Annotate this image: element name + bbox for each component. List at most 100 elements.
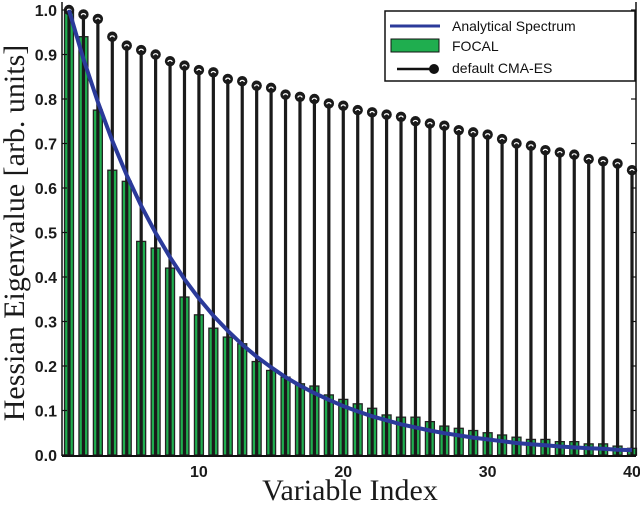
cma-es-marker-icon [554, 147, 566, 158]
marker-highlight [268, 86, 274, 89]
marker-highlight [585, 157, 592, 161]
legend-label-cma-es: default CMA-ES [452, 60, 552, 76]
x-ticks: 10 20 30 40 [190, 464, 640, 481]
cma-es-marker-icon [193, 64, 205, 76]
cma-es-marker-icon [569, 149, 580, 160]
cma-es-marker-icon [597, 156, 609, 167]
marker-highlight [600, 159, 606, 163]
y-tick-label: 0.0 [35, 448, 57, 465]
marker-highlight [80, 13, 87, 16]
marker-highlight [354, 108, 361, 112]
cma-es-marker-icon [338, 100, 349, 111]
marker-highlight [441, 124, 448, 127]
y-axis-title: Hessian Eigenvalue [arb. units] [0, 45, 31, 422]
marker-highlight [181, 64, 188, 67]
marker-highlight [383, 113, 390, 116]
cma-es-marker-icon [482, 129, 493, 140]
cma-es-marker-icon [381, 109, 392, 120]
cma-es-marker-icon [612, 158, 623, 169]
cma-es-marker-icon [352, 104, 363, 116]
marker-highlight [239, 79, 246, 83]
cma-es-stems [63, 4, 638, 455]
marker-highlight [629, 168, 635, 172]
cma-es-marker-icon [121, 40, 132, 51]
marker-highlight [614, 162, 621, 165]
axes [61, 2, 637, 457]
legend: Analytical Spectrum FOCAL default CMA-ES [384, 10, 636, 82]
marker-highlight [571, 153, 578, 156]
marker-highlight [398, 115, 404, 118]
marker-highlight [455, 128, 462, 132]
legend-label-focal: FOCAL [452, 38, 499, 54]
cma-es-marker-icon [583, 153, 594, 165]
x-axis-title: Variable Index [262, 474, 438, 507]
marker-highlight [499, 137, 505, 141]
marker-highlight [253, 84, 260, 87]
cma-es-marker-icon [150, 49, 161, 60]
marker-highlight [484, 133, 491, 136]
marker-highlight [311, 97, 318, 101]
marker-highlight [152, 53, 159, 56]
marker-highlight [326, 102, 332, 105]
marker-highlight [123, 44, 130, 47]
y-tick-label: 1.0 [35, 3, 57, 20]
marker-highlight [167, 59, 173, 63]
analytical-spectrum-line [67, 9, 633, 453]
cma-es-marker-icon [107, 31, 118, 42]
legend-bar-swatch [390, 38, 440, 53]
y-tick-label: 0.7 [35, 137, 57, 154]
marker-highlight [297, 95, 303, 98]
y-tick-label: 0.2 [35, 359, 57, 376]
cma-es-marker-icon [237, 76, 248, 87]
marker-highlight [369, 110, 375, 114]
y-tick-label: 0.3 [35, 315, 57, 332]
x-tick-label: 10 [190, 464, 208, 481]
marker-highlight [282, 93, 289, 96]
cma-es-marker-icon [294, 91, 306, 102]
cma-es-marker-icon [251, 80, 262, 91]
cma-es-marker-icon [424, 118, 436, 129]
marker-highlight [412, 119, 419, 123]
cma-es-marker-icon [366, 107, 378, 118]
legend-label-analytical: Analytical Spectrum [452, 18, 576, 34]
marker-highlight [427, 122, 433, 125]
y-tick-label: 0.8 [35, 92, 57, 109]
cma-es-marker-icon [395, 111, 407, 123]
cma-es-marker-icon [309, 93, 320, 105]
marker-highlight [109, 35, 116, 38]
cma-es-marker-icon [496, 133, 508, 145]
marker-highlight [95, 17, 101, 21]
marker-highlight [557, 151, 563, 154]
cma-es-marker-icon [626, 165, 638, 176]
y-tick-label: 0.9 [35, 48, 57, 65]
cma-es-marker-icon [323, 98, 335, 109]
y-ticks: 0.0 0.1 0.2 0.3 0.4 0.5 0.6 0.7 0.8 0.9 1.0 [35, 3, 636, 465]
cma-es-marker-icon [468, 127, 479, 138]
y-tick-label: 0.5 [35, 226, 57, 243]
cma-es-marker-icon [410, 116, 421, 127]
x-tick-label: 40 [623, 464, 640, 481]
cma-es-marker-icon [511, 138, 522, 149]
marker-highlight [513, 142, 520, 145]
cma-es-marker-icon [164, 55, 176, 67]
y-tick-label: 0.4 [35, 270, 57, 287]
cma-es-marker-icon [135, 44, 147, 56]
y-tick-label: 0.6 [35, 181, 57, 198]
cma-es-marker-icon [453, 124, 464, 136]
marker-highlight [340, 104, 347, 107]
x-tick-label: 30 [479, 464, 497, 481]
cma-es-marker-icon [179, 60, 190, 71]
marker-highlight [225, 77, 231, 81]
marker-highlight [138, 48, 144, 52]
legend-marker-icon [429, 64, 439, 74]
cma-es-marker-icon [525, 140, 537, 151]
y-tick-label: 0.1 [35, 404, 57, 421]
cma-es-marker-icon [540, 144, 551, 156]
cma-es-marker-icon [280, 89, 291, 100]
cma-es-marker-icon [265, 82, 277, 94]
x-tick-label: 20 [334, 464, 352, 481]
cma-es-marker-icon [78, 9, 89, 20]
marker-highlight [542, 148, 549, 152]
cma-es-marker-icon [208, 67, 219, 78]
